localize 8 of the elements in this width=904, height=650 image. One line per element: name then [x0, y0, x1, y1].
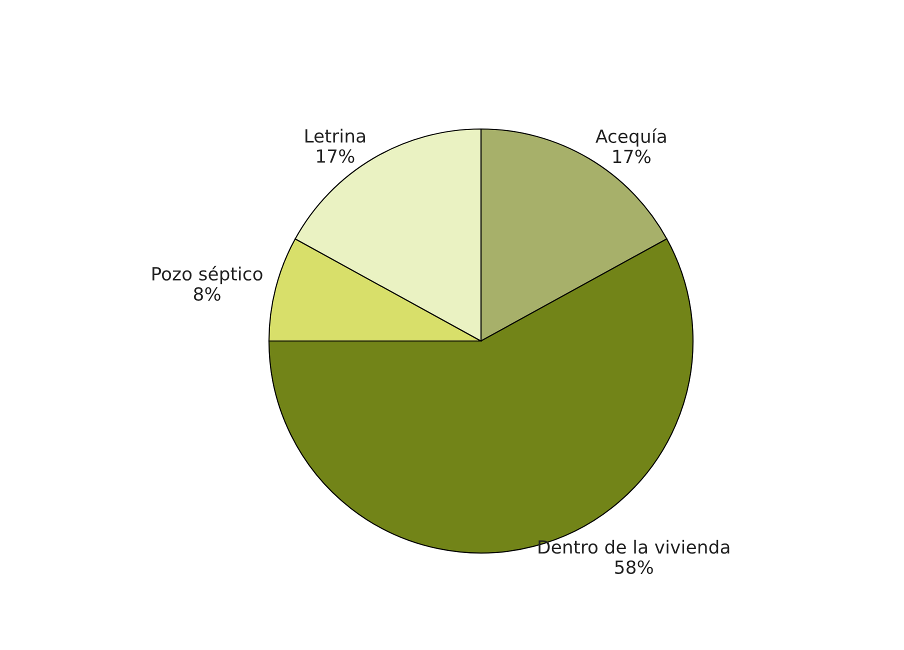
data-label: 58%	[615, 560, 653, 574]
data-label: 17%	[613, 150, 650, 164]
slice-label: Letrina	[306, 128, 365, 143]
slice-label: Acequía	[596, 128, 666, 147]
data-label: 8%	[194, 287, 220, 301]
slice-label: Pozo séptico	[152, 266, 262, 284]
data-label: 17%	[317, 149, 354, 163]
slice-label: Dentro de la vivienda	[538, 540, 730, 554]
